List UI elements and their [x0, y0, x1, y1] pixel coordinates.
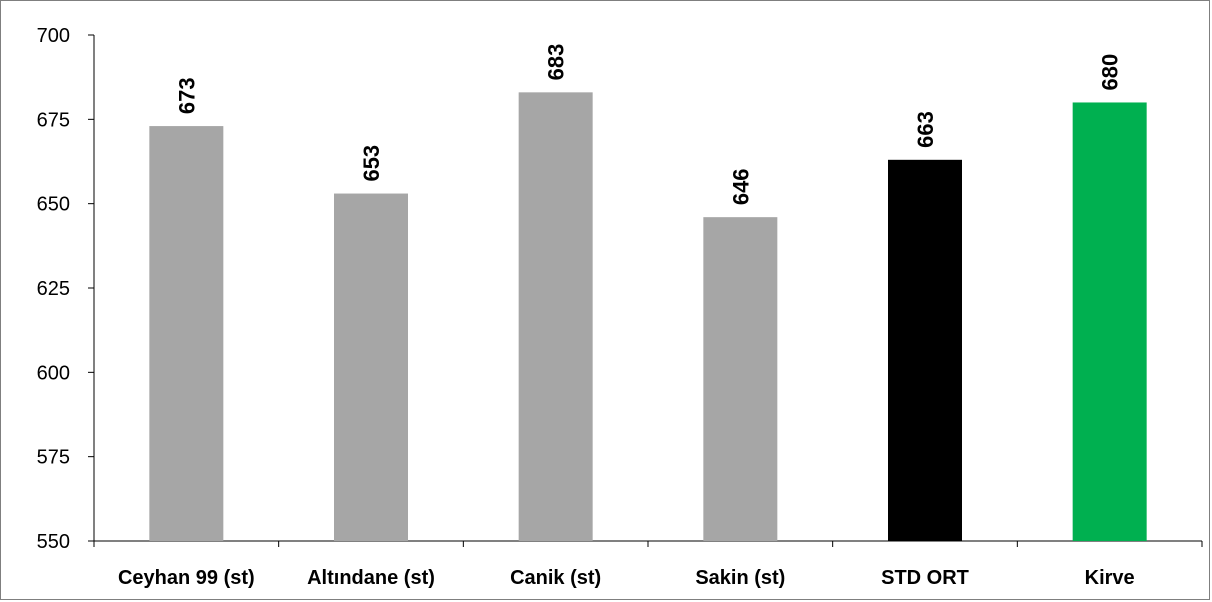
bar	[703, 217, 778, 541]
data-label: 683	[544, 44, 569, 81]
x-category-label: Ceyhan 99 (st)	[118, 567, 255, 589]
y-tick-label: 650	[37, 194, 70, 216]
y-tick-label: 700	[37, 25, 70, 47]
labels: 673 Ceyhan 99 (st) 653 Altındane (st) 683 Can…	[118, 44, 1135, 589]
y-tick-label: 625	[37, 278, 70, 300]
bar	[334, 193, 408, 541]
y-tick-label: 550	[37, 531, 70, 553]
bar	[518, 92, 593, 541]
y-tick-label: 675	[37, 109, 70, 131]
axes: 550 575 600 625 650 675 700	[37, 25, 1203, 553]
x-category-label: Altındane (st)	[307, 567, 435, 589]
bar	[149, 126, 224, 541]
data-label: 663	[913, 111, 938, 148]
data-label: 646	[728, 168, 753, 205]
y-tick-label: 600	[37, 362, 70, 384]
bar	[888, 159, 962, 541]
x-category-label: Canik (st)	[510, 567, 601, 589]
data-label: 680	[1098, 54, 1123, 91]
x-category-label: STD ORT	[881, 567, 969, 589]
x-category-label: Kirve	[1085, 567, 1135, 589]
x-category-label: Sakin (st)	[695, 567, 785, 589]
data-label: 673	[174, 77, 199, 114]
data-label: 653	[359, 145, 384, 182]
y-tick-label: 575	[37, 447, 70, 469]
bars	[149, 92, 1147, 541]
bar	[1072, 102, 1147, 541]
